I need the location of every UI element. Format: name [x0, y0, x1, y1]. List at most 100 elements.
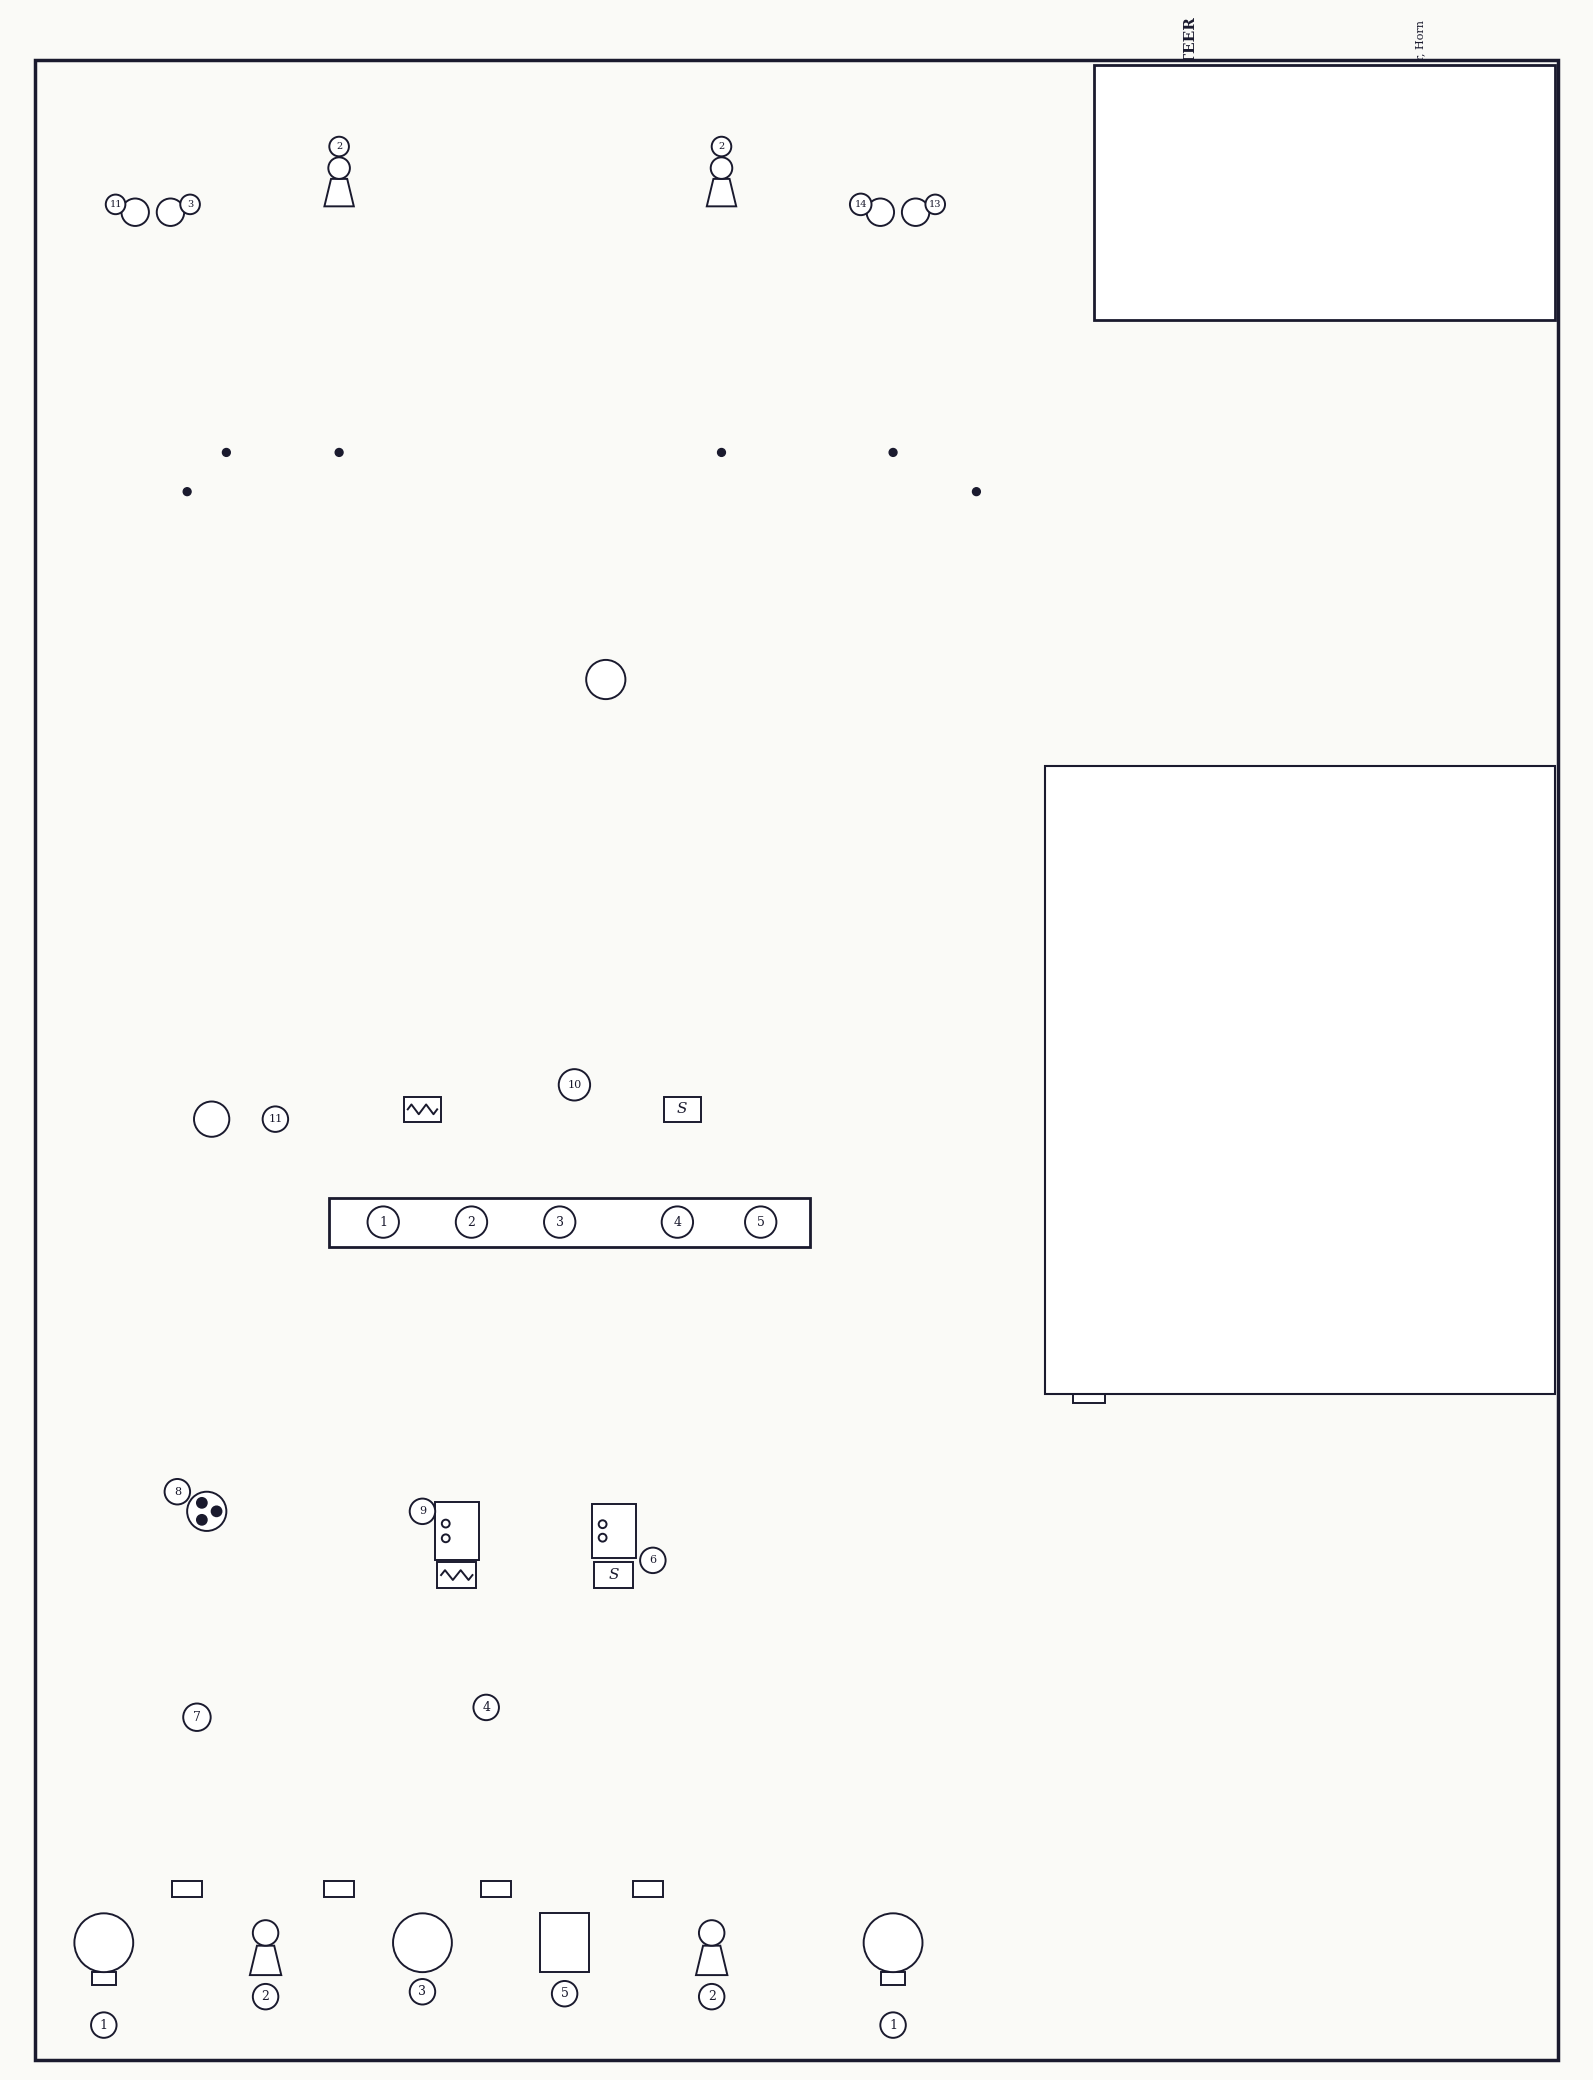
Circle shape [183, 1704, 210, 1731]
Text: Orange: Orange [314, 1481, 344, 1523]
Circle shape [599, 1533, 607, 1541]
Circle shape [640, 1548, 666, 1572]
Bar [1094, 64, 1555, 320]
Text: 9: 9 [419, 1506, 425, 1516]
Text: 13 – Tail Lights, 36 volt: 13 – Tail Lights, 36 volt [1056, 996, 1188, 1007]
Text: DATE 7/28/64: DATE 7/28/64 [1416, 214, 1426, 287]
Text: Black: Black [323, 1799, 336, 1832]
Text: 10: 10 [567, 1080, 581, 1090]
Circle shape [746, 1206, 776, 1238]
Text: 8 – Turn Light Flasher: 8 – Turn Light Flasher [1056, 790, 1184, 801]
Text: Green: Green [282, 1464, 307, 1500]
Text: Orange: Orange [45, 1587, 59, 1631]
Text: 6: 6 [650, 1556, 656, 1566]
Circle shape [441, 1520, 449, 1527]
Text: MFG. CO., INC.: MFG. CO., INC. [1184, 160, 1198, 266]
Text: 2: 2 [336, 141, 342, 152]
Circle shape [699, 1984, 725, 2009]
Text: Orange: Orange [570, 503, 618, 516]
Text: = Fuse: = Fuse [1144, 1392, 1184, 1402]
Text: 12 v. Red: 12 v. Red [440, 1132, 464, 1184]
Circle shape [156, 198, 185, 227]
Text: 11 – Stop Light Switch: 11 – Stop Light Switch [1056, 913, 1185, 924]
Circle shape [183, 487, 191, 495]
Text: Model 120 A Pickup Special: Model 120 A Pickup Special [1416, 94, 1426, 241]
Text: -: - [382, 749, 387, 765]
Text: Diagram: Lights, Wiper, Horn: Diagram: Lights, Wiper, Horn [1416, 21, 1426, 187]
Text: +: + [717, 826, 733, 844]
Circle shape [409, 1978, 435, 2005]
Text: 2: 2 [261, 1991, 269, 2003]
Text: R: R [601, 672, 612, 686]
Circle shape [661, 1206, 693, 1238]
Circle shape [717, 449, 725, 456]
Text: Blue: Blue [231, 1487, 256, 1498]
Text: +: + [376, 670, 393, 686]
Circle shape [180, 196, 199, 214]
Text: +: + [546, 670, 562, 686]
Text: S: S [677, 1102, 688, 1117]
Circle shape [551, 1980, 577, 2007]
Bar [1074, 1389, 1106, 1404]
Text: 5: 5 [561, 1986, 569, 2001]
Text: 1: 1 [379, 1215, 387, 1229]
Circle shape [121, 198, 148, 227]
Text: Yellow: Yellow [124, 1589, 137, 1629]
Text: S: S [558, 1934, 572, 1951]
Bar [436, 1562, 476, 1587]
Circle shape [91, 2011, 116, 2038]
Circle shape [330, 137, 349, 156]
Text: 36v. Red: 36v. Red [352, 1115, 374, 1163]
Circle shape [105, 196, 126, 214]
Text: 11: 11 [268, 1115, 282, 1123]
Text: White: White [237, 828, 250, 861]
Text: 1: 1 [889, 2018, 897, 2032]
Text: 4 – Horn Button: 4 – Horn Button [1056, 1240, 1147, 1250]
Circle shape [75, 1914, 134, 1972]
Text: Yellow: Yellow [588, 1389, 601, 1427]
Text: Orange: Orange [988, 1342, 1000, 1387]
Text: 5: 5 [757, 1215, 765, 1229]
Text: 1 – Headlights, 36 volt: 1 – Headlights, 36 volt [1056, 1140, 1184, 1150]
Polygon shape [325, 179, 354, 206]
Circle shape [599, 1520, 607, 1529]
Text: 4: 4 [674, 1215, 682, 1229]
Circle shape [223, 449, 231, 456]
Circle shape [186, 1491, 226, 1531]
Circle shape [198, 1514, 207, 1525]
Text: 2: 2 [718, 141, 725, 152]
Circle shape [441, 1535, 449, 1541]
Text: 3: 3 [186, 200, 193, 208]
Circle shape [393, 1914, 452, 1972]
Text: 5 – Windshield Wiper Motor, 36 volt: 5 – Windshield Wiper Motor, 36 volt [1056, 1273, 1258, 1283]
Circle shape [409, 1498, 435, 1525]
Text: 7: 7 [193, 1710, 201, 1724]
Text: -: - [722, 749, 728, 765]
Circle shape [867, 198, 894, 227]
Text: White: White [566, 428, 602, 441]
Text: 2: 2 [467, 1215, 475, 1229]
Text: Orange: Orange [451, 1381, 464, 1425]
Polygon shape [250, 1945, 282, 1976]
Bar [92, 1972, 116, 1986]
Text: 4: 4 [483, 1701, 491, 1714]
Text: 2: 2 [707, 1991, 715, 2003]
Text: 1: 1 [100, 2018, 108, 2032]
Circle shape [851, 193, 871, 214]
Circle shape [194, 1102, 229, 1138]
Text: -: - [553, 749, 558, 765]
Polygon shape [707, 179, 736, 206]
Circle shape [545, 1206, 575, 1238]
Circle shape [710, 158, 733, 179]
Text: +: + [376, 826, 393, 844]
Circle shape [368, 1206, 398, 1238]
Text: = Ground: = Ground [1144, 1358, 1198, 1367]
Circle shape [972, 487, 980, 495]
Text: Orange: Orange [951, 1431, 964, 1475]
Circle shape [263, 1107, 288, 1132]
Text: 8: 8 [237, 1094, 245, 1104]
Circle shape [253, 1984, 279, 2009]
Circle shape [586, 659, 626, 699]
Bar [405, 1096, 441, 1121]
Circle shape [712, 137, 731, 156]
